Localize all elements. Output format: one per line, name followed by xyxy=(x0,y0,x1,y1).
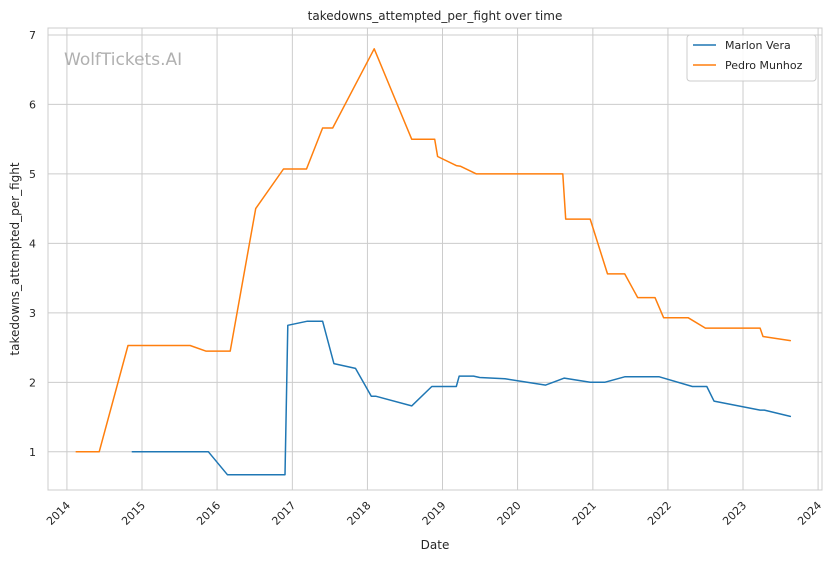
series-line-pedro-munhoz xyxy=(75,48,792,453)
legend: Marlon Vera Pedro Munhoz xyxy=(686,34,817,82)
legend-label-marlon-vera: Marlon Vera xyxy=(725,39,791,52)
chart-title: takedowns_attempted_per_fight over time xyxy=(308,9,563,23)
y-tick-label: 7 xyxy=(29,29,36,42)
y-tick-label: 4 xyxy=(29,237,36,250)
y-tick-label: 1 xyxy=(29,446,36,459)
y-tick-label: 6 xyxy=(29,98,36,111)
x-axis-label: Date xyxy=(421,538,450,552)
y-axis-label: takedowns_attempted_per_fight xyxy=(8,162,22,355)
series-lines xyxy=(75,48,792,476)
legend-label-pedro-munhoz: Pedro Munhoz xyxy=(725,59,803,72)
y-tick-label: 3 xyxy=(29,307,36,320)
plot-frame xyxy=(47,27,823,491)
watermark-text: WolfTickets.AI xyxy=(64,50,182,70)
y-tick-label: 2 xyxy=(29,376,36,389)
gridlines xyxy=(48,28,822,490)
plot-area-background xyxy=(48,28,822,490)
series-line-marlon-vera xyxy=(131,320,792,476)
legend-box xyxy=(686,34,817,82)
y-tick-label: 5 xyxy=(29,168,36,181)
